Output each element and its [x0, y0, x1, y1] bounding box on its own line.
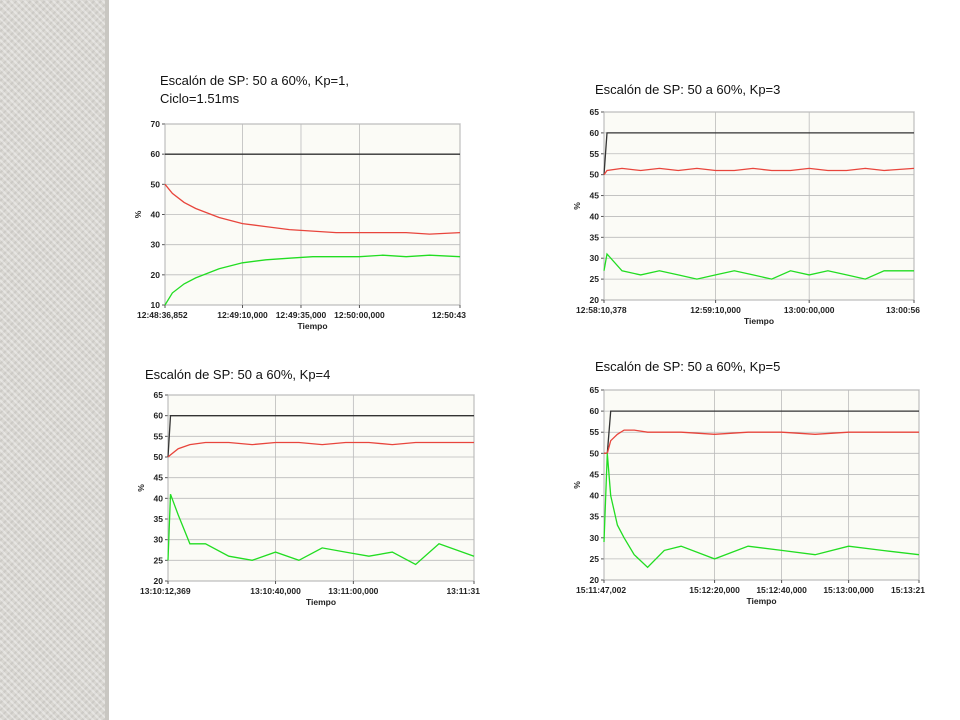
y-tick-label: 60: [151, 149, 161, 159]
x-tick-label: 13:10:12,369: [140, 586, 191, 596]
x-tick-label: 15:13:00,000: [823, 585, 874, 595]
y-axis-label: %: [133, 210, 143, 218]
y-tick-label: 10: [151, 300, 161, 310]
y-tick-label: 65: [590, 385, 600, 395]
y-tick-label: 55: [590, 427, 600, 437]
plot-area: [603, 111, 915, 301]
y-tick-label: 45: [590, 191, 600, 201]
y-tick-label: 60: [590, 128, 600, 138]
y-tick-label: 45: [154, 473, 164, 483]
chart-title: Escalón de SP: 50 a 60%, Kp=5: [595, 359, 781, 374]
series-line: [164, 183, 461, 235]
y-tick-label: 60: [590, 406, 600, 416]
x-tick-label: 15:12:40,000: [756, 585, 807, 595]
series-line: [604, 429, 919, 454]
series-line: [603, 167, 915, 176]
y-tick-label: 30: [590, 253, 600, 263]
x-tick-label: 13:10:40,000: [250, 586, 301, 596]
series-line: [164, 254, 461, 306]
chart: 10 20 30 40 50 60 70 12:48:36,852 12:49:10,000 12…: [133, 119, 466, 331]
x-tick-label: 12:49:35,000: [276, 310, 327, 320]
y-tick-label: 50: [590, 448, 600, 458]
y-tick-label: 20: [151, 270, 161, 280]
y-tick-label: 55: [590, 149, 600, 159]
decor-stripe: [0, 0, 109, 720]
x-tick-label: 13:00:56: [886, 305, 920, 315]
series-line: [604, 410, 919, 454]
series-line: [603, 132, 914, 175]
y-tick-label: 65: [590, 107, 600, 117]
x-axis-label: Tiempo: [744, 316, 774, 326]
series-line: [167, 493, 475, 566]
y-tick-label: 45: [590, 469, 600, 479]
chart: 20 25 30 35 40 45 50 55 60 65 12:58:10,378 12:59:10…: [572, 107, 920, 326]
chart-title: Escalón de SP: 50 a 60%, Kp=4: [145, 367, 331, 382]
x-tick-label: 13:11:00,000: [328, 586, 378, 596]
y-tick-label: 60: [154, 411, 164, 421]
series-line: [167, 441, 474, 458]
chart: 20 25 30 35 40 45 50 55 60 65 15:11:47,002 15:12:20…: [572, 385, 925, 606]
y-tick-label: 25: [590, 274, 600, 284]
x-axis-label: Tiempo: [297, 321, 327, 331]
x-tick-label: 12:48:36,852: [137, 310, 188, 320]
y-axis-label: %: [572, 202, 582, 210]
y-tick-label: 65: [154, 390, 164, 400]
y-tick-label: 30: [590, 533, 600, 543]
y-tick-label: 25: [154, 555, 164, 565]
y-tick-label: 40: [590, 211, 600, 221]
y-tick-label: 20: [590, 295, 600, 305]
plot-area: [603, 389, 920, 581]
x-tick-label: 12:50:43: [432, 310, 466, 320]
chart-title: Escalón de SP: 50 a 60%, Kp=1, Ciclo=1.5…: [160, 73, 349, 106]
y-tick-label: 70: [151, 119, 161, 129]
y-axis-label: %: [572, 481, 582, 489]
x-tick-label: 12:58:10,378: [576, 305, 627, 315]
y-tick-label: 25: [590, 554, 600, 564]
series-line: [167, 415, 474, 458]
x-axis-label: Tiempo: [306, 597, 336, 607]
x-tick-label: 12:49:10,000: [217, 310, 268, 320]
x-tick-label: 13:11:31: [446, 586, 480, 596]
x-axis-label: Tiempo: [746, 596, 776, 606]
y-tick-label: 50: [151, 179, 161, 189]
x-tick-label: 15:12:20,000: [689, 585, 740, 595]
y-tick-label: 40: [154, 493, 164, 503]
y-tick-label: 40: [590, 491, 600, 501]
y-tick-label: 50: [154, 452, 164, 462]
x-tick-label: 12:59:10,000: [690, 305, 741, 315]
y-tick-label: 40: [151, 210, 161, 220]
plot-area: [167, 394, 475, 582]
x-tick-label: 15:13:21: [891, 585, 925, 595]
y-tick-label: 35: [590, 512, 600, 522]
y-axis-label: %: [136, 484, 146, 492]
y-tick-label: 35: [154, 514, 164, 524]
series-line: [603, 252, 914, 280]
x-tick-label: 13:00:00,000: [784, 305, 835, 315]
chart-title: Escalón de SP: 50 a 60%, Kp=3: [595, 82, 781, 97]
y-tick-label: 30: [154, 535, 164, 545]
series-line: [603, 453, 920, 569]
y-tick-label: 20: [154, 576, 164, 586]
y-tick-label: 30: [151, 240, 161, 250]
chart: 20 25 30 35 40 45 50 55 60 65 13:10:12,369 13:10:40…: [136, 390, 480, 607]
y-tick-label: 20: [590, 575, 600, 585]
x-tick-label: 15:11:47,002: [576, 585, 626, 595]
x-tick-label: 12:50:00,000: [334, 310, 385, 320]
y-tick-label: 55: [154, 431, 164, 441]
y-tick-label: 35: [590, 232, 600, 242]
y-tick-label: 50: [590, 170, 600, 180]
